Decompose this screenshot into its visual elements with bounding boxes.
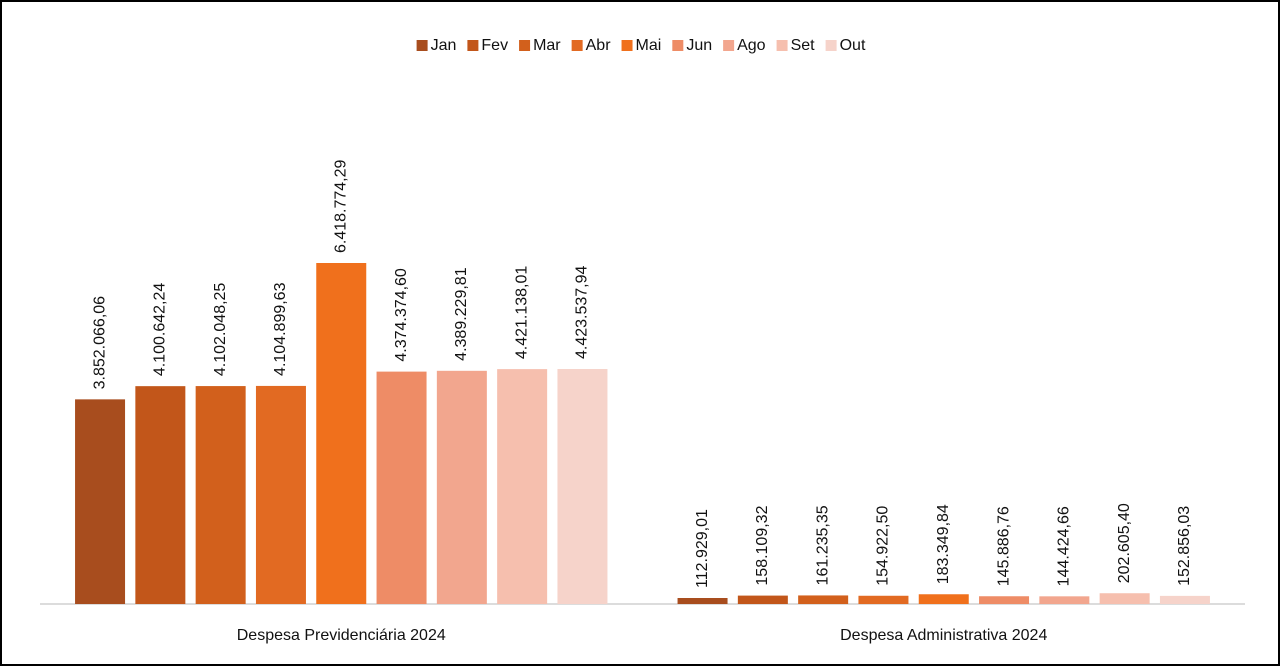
data-label: 161.235,35 [814,505,831,585]
bar [497,369,548,604]
data-label: 4.421.138,01 [513,266,530,360]
bar [677,598,728,604]
legend-label: Jun [686,37,712,54]
data-label: 4.423.537,94 [574,265,591,359]
data-label: 158.109,32 [754,505,771,585]
legend-label: Abr [586,37,612,54]
bar [195,386,246,604]
bar [557,368,608,604]
data-label: 112.929,01 [694,509,711,588]
data-label: 144.424,66 [1056,506,1073,586]
bar [1099,593,1150,604]
data-label: 145.886,76 [995,506,1012,586]
bar [75,399,126,604]
data-label: 4.389.229,81 [453,267,470,361]
data-label: 4.374.374,60 [393,268,410,362]
legend-swatch [519,40,531,51]
bar [135,386,186,604]
legend-label: Mar [533,37,561,54]
data-label: 202.605,40 [1116,503,1133,583]
data-label: 154.922,50 [875,506,892,586]
legend-label: Mai [636,37,662,54]
bar [255,385,306,604]
legend-swatch [416,40,428,51]
legend-swatch [825,40,837,51]
bar [798,595,849,604]
bar [436,370,487,604]
bar [316,263,367,604]
data-label: 6.418.774,29 [332,159,349,253]
legend-swatch [571,40,583,51]
data-label: 3.852.066,06 [91,296,108,390]
legend-swatch [672,40,684,51]
legend-label: Ago [737,37,766,54]
legend-label: Fev [481,37,508,54]
data-label: 4.100.642,24 [152,283,169,377]
legend-swatch [621,40,633,51]
legend-swatch [467,40,479,51]
x-tick-label: Despesa Previdenciária 2024 [237,627,446,644]
bar [1159,595,1210,604]
data-label: 183.349,84 [935,504,952,584]
legend-label: Out [840,37,866,54]
legend-swatch [723,40,735,51]
legend-label: Set [791,37,816,54]
x-tick-label: Despesa Administrativa 2024 [840,627,1047,644]
bar [737,595,788,604]
bar [1039,596,1090,604]
bar [376,371,427,604]
data-label: 152.856,03 [1176,506,1193,586]
bar [858,595,909,604]
legend-label: Jan [431,37,457,54]
data-label: 4.104.899,63 [272,282,289,376]
data-label: 4.102.048,25 [212,283,229,377]
bar [979,596,1030,604]
bar [918,594,969,604]
legend-swatch [776,40,788,51]
